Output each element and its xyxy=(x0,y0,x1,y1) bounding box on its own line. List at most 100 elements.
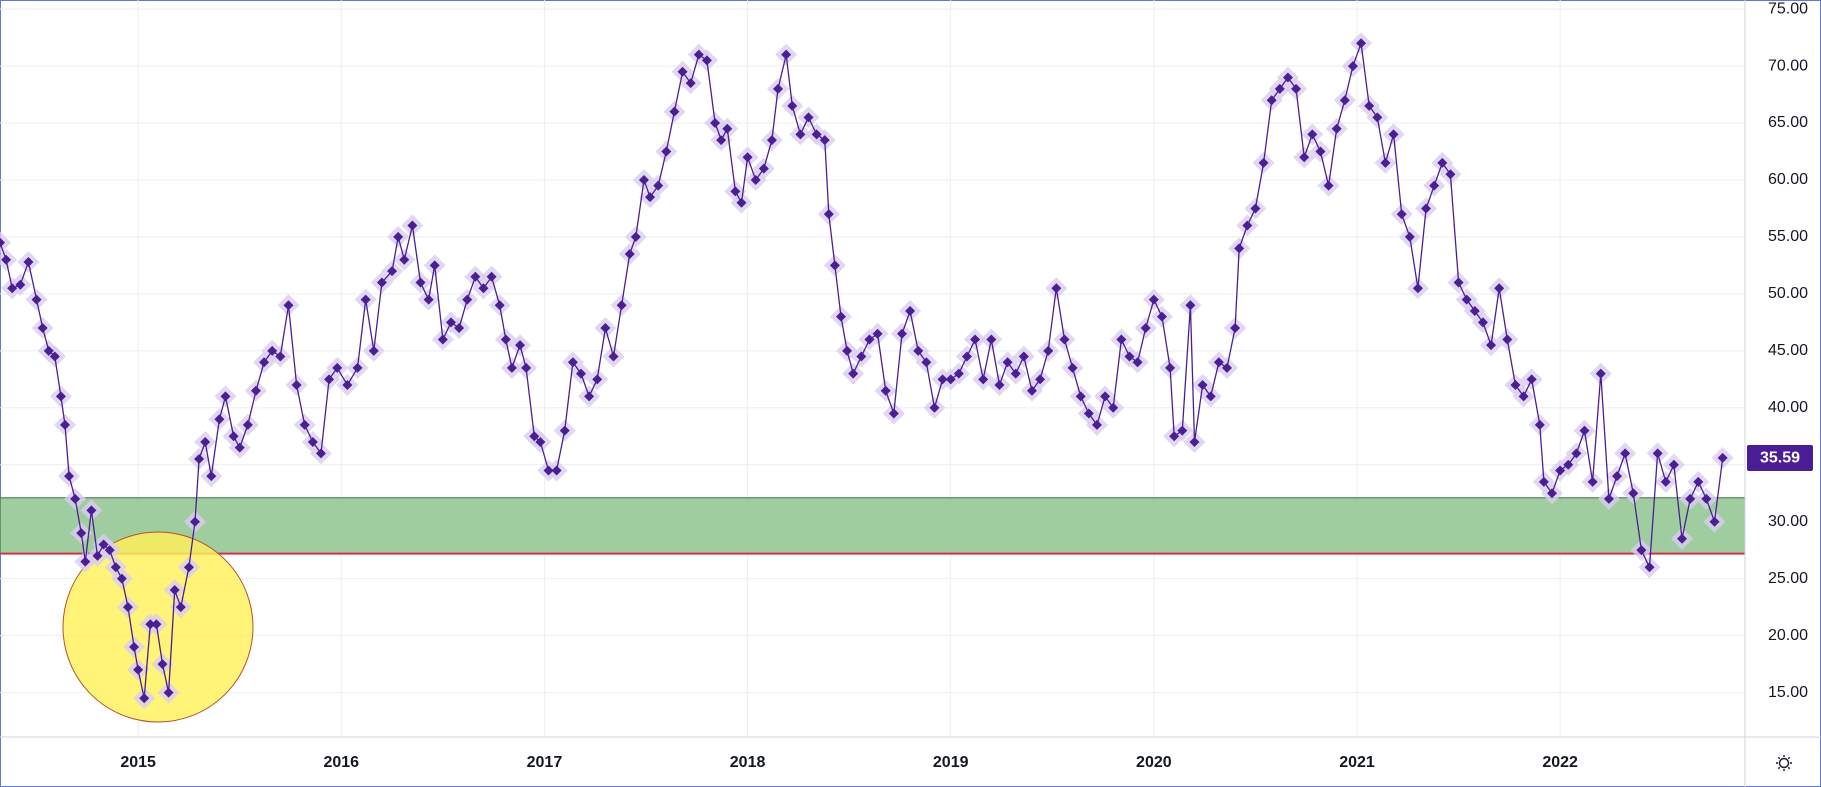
marker xyxy=(986,334,997,345)
marker xyxy=(129,642,140,653)
marker xyxy=(250,385,261,396)
marker xyxy=(994,380,1005,391)
marker xyxy=(1563,459,1574,470)
marker xyxy=(978,374,989,385)
marker xyxy=(905,305,916,316)
marker xyxy=(823,209,834,220)
marker xyxy=(1230,323,1241,334)
x-tick-label: 2017 xyxy=(527,754,563,771)
marker xyxy=(811,129,822,140)
marker xyxy=(500,334,511,345)
marker xyxy=(1494,283,1505,294)
marker xyxy=(1677,533,1688,544)
marker xyxy=(175,602,186,613)
marker xyxy=(1124,351,1135,362)
marker xyxy=(1165,362,1176,373)
marker xyxy=(1323,180,1334,191)
marker xyxy=(1002,357,1013,368)
marker xyxy=(86,505,97,516)
marker xyxy=(1372,112,1383,123)
marker xyxy=(1693,476,1704,487)
marker xyxy=(23,256,34,267)
marker xyxy=(76,528,87,539)
marker xyxy=(961,351,972,362)
marker xyxy=(1612,471,1623,482)
marker xyxy=(376,277,387,288)
marker xyxy=(685,78,696,89)
marker xyxy=(529,431,540,442)
marker xyxy=(163,687,174,698)
marker xyxy=(242,419,253,430)
marker xyxy=(1116,334,1127,345)
marker xyxy=(645,192,656,203)
y-tick-label: 25.00 xyxy=(1768,570,1808,587)
marker xyxy=(742,152,753,163)
marker xyxy=(169,585,180,596)
marker xyxy=(1213,357,1224,368)
marker xyxy=(929,402,940,413)
marker xyxy=(98,539,109,550)
marker xyxy=(1059,334,1070,345)
marker xyxy=(1266,95,1277,106)
y-tick-label: 15.00 xyxy=(1768,684,1808,701)
marker xyxy=(1429,180,1440,191)
marker xyxy=(299,419,310,430)
y-tick-label: 65.00 xyxy=(1768,114,1808,131)
marker xyxy=(795,129,806,140)
y-tick-label: 60.00 xyxy=(1768,171,1808,188)
marker xyxy=(1331,123,1342,134)
marker xyxy=(842,345,853,356)
marker xyxy=(445,317,456,328)
last-price-box xyxy=(1747,445,1813,472)
marker xyxy=(31,294,42,305)
last-price-label: 35.59 xyxy=(1760,449,1800,466)
marker xyxy=(1035,374,1046,385)
marker xyxy=(49,351,60,362)
marker xyxy=(781,49,792,60)
marker xyxy=(1388,129,1399,140)
marker xyxy=(1404,231,1415,242)
marker xyxy=(1010,368,1021,379)
marker-halo xyxy=(0,231,11,254)
marker xyxy=(1043,345,1054,356)
zone xyxy=(0,497,1746,555)
marker xyxy=(1108,402,1119,413)
marker xyxy=(888,408,899,419)
x-tick-label: 2021 xyxy=(1339,754,1375,771)
marker xyxy=(1083,408,1094,419)
marker xyxy=(1477,317,1488,328)
y-tick-label: 75.00 xyxy=(1768,0,1808,17)
marker xyxy=(1148,294,1159,305)
marker xyxy=(1445,169,1456,180)
marker xyxy=(307,436,318,447)
marker xyxy=(1291,83,1302,94)
marker xyxy=(423,294,434,305)
marker xyxy=(787,100,798,111)
marker xyxy=(803,112,814,123)
marker xyxy=(200,436,211,447)
marker xyxy=(0,237,5,248)
marker xyxy=(415,277,426,288)
marker xyxy=(37,323,48,334)
marker xyxy=(1347,61,1358,72)
marker xyxy=(970,334,981,345)
marker xyxy=(829,260,840,271)
marker-halos xyxy=(0,32,1734,710)
marker xyxy=(1221,362,1232,373)
axes: 15.0020.0025.0030.0035.0040.0045.0050.00… xyxy=(120,0,1813,771)
marker xyxy=(437,334,448,345)
marker xyxy=(758,163,769,174)
marker xyxy=(669,106,680,117)
marker xyxy=(15,279,26,290)
marker xyxy=(677,66,688,77)
marker xyxy=(535,436,546,447)
marker xyxy=(880,385,891,396)
marker xyxy=(1364,100,1375,111)
settings-icon[interactable] xyxy=(1776,755,1792,771)
marker xyxy=(716,135,727,146)
marker xyxy=(856,351,867,362)
marker xyxy=(55,391,66,402)
marker xyxy=(462,294,473,305)
